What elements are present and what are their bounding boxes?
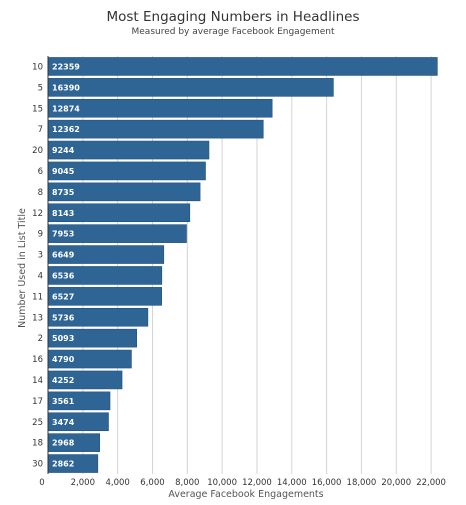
bar-value-label: 6536 [52, 271, 75, 280]
y-tick-label: 4 [38, 271, 43, 281]
bar-value-label: 8143 [52, 209, 74, 218]
x-tick-label: 12,000 [242, 478, 272, 488]
x-tick-label: 18,000 [347, 478, 377, 488]
y-tick-label: 7 [38, 125, 43, 135]
bar-value-label: 5093 [52, 334, 74, 343]
bar-value-labels: 22359 16390 12874 12362 9244 9045 8735 8143 7953… [52, 62, 80, 468]
y-tick-label: 20 [32, 146, 43, 156]
y-tick-label: 3 [38, 251, 43, 261]
y-tick-label: 9 [38, 230, 43, 240]
bar-value-label: 3561 [52, 397, 75, 406]
bar-value-label: 2968 [52, 439, 75, 448]
x-tick-label: 14,000 [277, 478, 307, 488]
y-tick-label: 10 [32, 62, 43, 72]
y-axis-title: Number Used in List Title [17, 208, 28, 328]
y-tick-label: 16 [32, 355, 43, 365]
y-axis-tick-labels: 10 5 15 7 20 6 8 12 9 3 4 11 13 2 16 14 17 25 18 30 [32, 62, 43, 469]
x-tick-label: 2,000 [71, 478, 95, 488]
y-tick-label: 30 [32, 460, 43, 470]
bar-value-label: 8735 [52, 188, 75, 197]
y-tick-label: 13 [32, 313, 43, 323]
x-tick-label: 8,000 [175, 478, 199, 488]
bar-value-label: 6649 [52, 251, 75, 260]
bar-value-label: 5736 [52, 313, 75, 322]
y-tick-label: 8 [38, 188, 43, 198]
y-tick-label: 12 [32, 209, 43, 219]
bar-value-label: 4790 [52, 355, 75, 364]
bar-value-label: 7953 [52, 230, 74, 239]
bar-value-label: 4252 [52, 376, 74, 385]
bar-value-label: 16390 [52, 83, 80, 92]
bar [47, 119, 264, 139]
bar-value-label: 12874 [52, 104, 80, 113]
bar [47, 57, 438, 76]
chart-subtitle: Measured by average Facebook Engagement [132, 27, 335, 37]
x-tick-label: 6,000 [140, 478, 164, 488]
bar-value-label: 9045 [52, 167, 75, 176]
x-tick-label: 4,000 [105, 478, 129, 488]
bar [47, 98, 273, 118]
y-tick-label: 25 [32, 418, 43, 428]
chart-title: Most Engaging Numbers in Headlines [106, 9, 359, 25]
bar-value-label: 3474 [52, 418, 75, 427]
x-tick-label: 16,000 [312, 478, 342, 488]
y-tick-label: 18 [32, 439, 43, 449]
x-axis-title: Average Facebook Engagements [168, 489, 323, 500]
bars [47, 57, 438, 473]
bar-value-label: 22359 [52, 62, 80, 71]
bar [47, 78, 334, 97]
x-tick-label: 22,000 [416, 478, 446, 488]
y-tick-label: 15 [32, 104, 43, 114]
y-tick-label: 17 [32, 397, 43, 407]
bar-value-label: 6527 [52, 292, 74, 301]
bar-value-label: 12362 [52, 125, 80, 134]
y-tick-label: 14 [32, 376, 43, 386]
y-tick-label: 2 [38, 334, 43, 344]
y-tick-label: 5 [38, 83, 43, 93]
x-tick-label: 0 [39, 478, 44, 488]
bar-value-label: 9244 [52, 146, 75, 155]
x-axis-tick-labels: 0 2,000 4,000 6,000 8,000 10,000 12,000 14,000 1… [39, 478, 446, 488]
grid-lines [82, 56, 432, 474]
bar-value-label: 2862 [52, 460, 74, 469]
y-tick-label: 11 [32, 292, 43, 302]
x-tick-label: 10,000 [207, 478, 237, 488]
x-tick-label: 20,000 [381, 478, 411, 488]
y-tick-label: 6 [38, 167, 43, 177]
